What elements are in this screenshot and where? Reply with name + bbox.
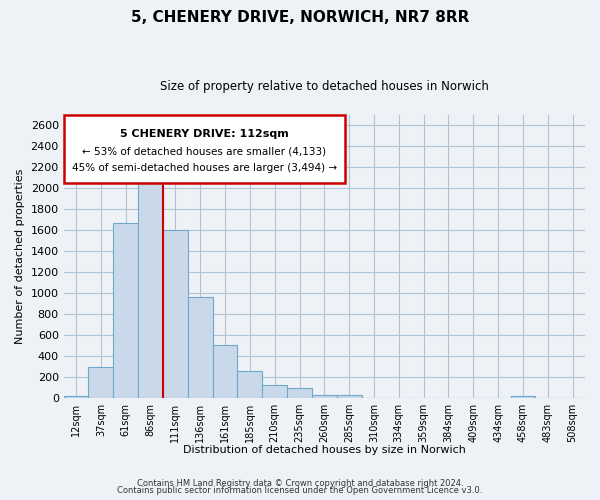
Text: Contains public sector information licensed under the Open Government Licence v3: Contains public sector information licen… (118, 486, 482, 495)
Bar (88, 367, 113, 398)
FancyBboxPatch shape (64, 115, 345, 183)
Bar (511, 396, 535, 398)
Title: Size of property relative to detached houses in Norwich: Size of property relative to detached ho… (160, 80, 489, 93)
Text: Contains HM Land Registry data © Crown copyright and database right 2024.: Contains HM Land Registry data © Crown c… (137, 478, 463, 488)
Bar (138, 174, 163, 398)
Text: 5, CHENERY DRIVE, NORWICH, NR7 8RR: 5, CHENERY DRIVE, NORWICH, NR7 8RR (131, 10, 469, 25)
Bar (188, 297, 212, 398)
X-axis label: Distribution of detached houses by size in Norwich: Distribution of detached houses by size … (183, 445, 466, 455)
Bar (238, 372, 262, 398)
Bar (287, 388, 312, 398)
Bar (262, 385, 287, 398)
Bar (113, 223, 138, 398)
Text: 45% of semi-detached houses are larger (3,494) →: 45% of semi-detached houses are larger (… (72, 163, 337, 173)
Text: 5 CHENERY DRIVE: 112sqm: 5 CHENERY DRIVE: 112sqm (120, 129, 289, 139)
Bar (312, 395, 337, 398)
Bar (163, 230, 188, 398)
Text: ← 53% of detached houses are smaller (4,133): ← 53% of detached houses are smaller (4,… (82, 146, 326, 156)
Bar (212, 344, 238, 398)
Bar (337, 395, 362, 398)
Y-axis label: Number of detached properties: Number of detached properties (15, 169, 25, 344)
Bar (64, 396, 88, 398)
